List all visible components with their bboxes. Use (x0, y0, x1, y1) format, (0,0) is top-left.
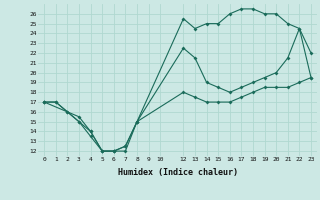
X-axis label: Humidex (Indice chaleur): Humidex (Indice chaleur) (118, 168, 238, 177)
